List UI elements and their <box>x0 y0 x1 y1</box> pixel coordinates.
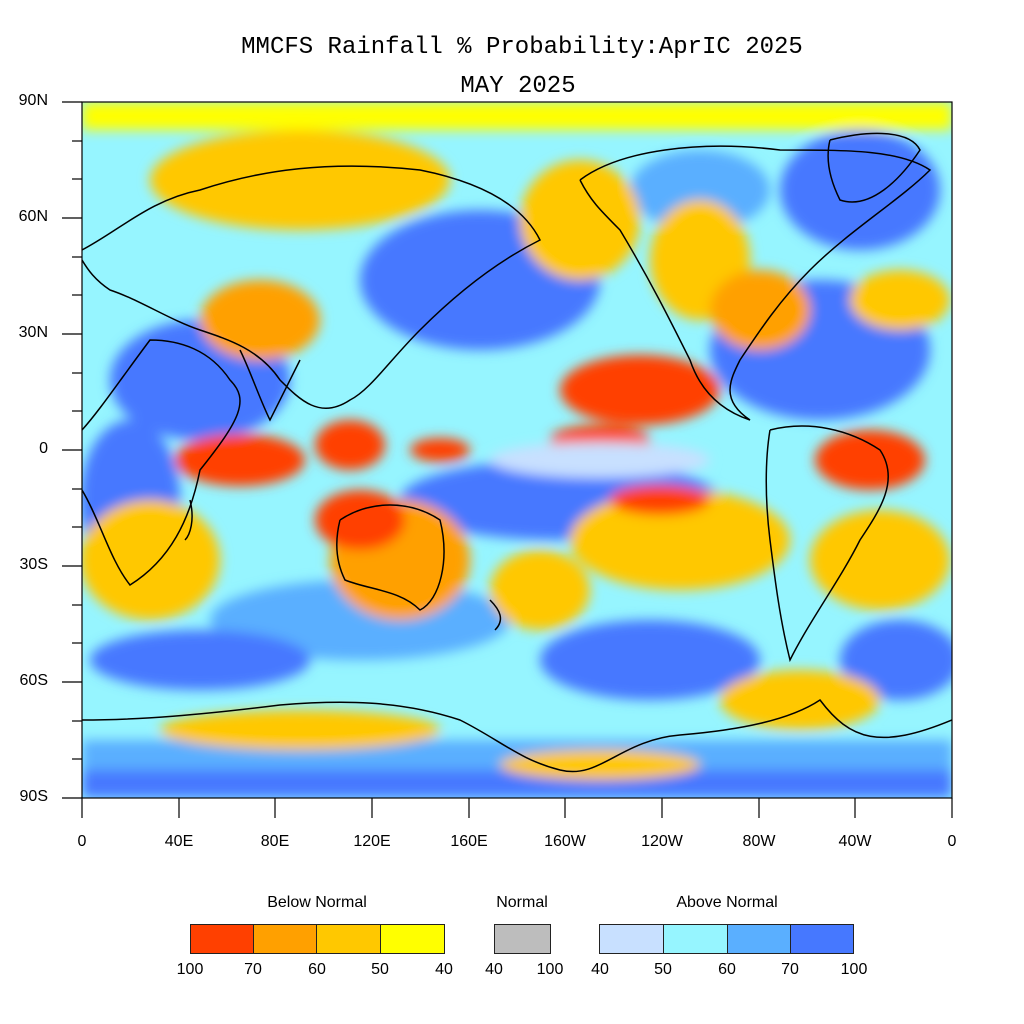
y-tick-label: 0 <box>39 440 48 457</box>
legend-value: 50 <box>371 961 389 978</box>
x-tick-label: 0 <box>77 833 87 850</box>
legend-value: 60 <box>308 961 326 978</box>
legend-value: 40 <box>435 961 453 978</box>
legend-above-title: Above Normal <box>676 894 778 911</box>
x-tick-label: 120W <box>641 833 683 850</box>
legend-swatch-above-60-70 <box>727 924 791 954</box>
legend-value: 70 <box>781 961 799 978</box>
x-tick-label: 120E <box>353 833 391 850</box>
x-tick-label: 40E <box>164 833 194 850</box>
legend-swatch-below-60-70 <box>253 924 317 954</box>
legend-swatch-below-70-100 <box>190 924 254 954</box>
legend-value: 100 <box>536 961 564 978</box>
legend-swatch-normal <box>494 924 551 954</box>
legend-swatch-above-70-100 <box>790 924 854 954</box>
x-tick-label: 0 <box>947 833 957 850</box>
y-axis-ticks <box>62 101 82 799</box>
legend-value: 40 <box>591 961 609 978</box>
y-tick-label: 60S <box>19 672 48 689</box>
y-tick-label: 90N <box>18 92 48 109</box>
coastlines <box>82 132 952 773</box>
y-tick-label: 60N <box>18 208 48 225</box>
legend-value: 70 <box>244 961 262 978</box>
legend-value: 40 <box>485 961 503 978</box>
y-tick-label: 90S <box>19 788 48 805</box>
legend-swatch-below-50-60 <box>316 924 381 954</box>
legend-value: 100 <box>176 961 204 978</box>
legend-swatch-above-40-50 <box>599 924 664 954</box>
probability-field <box>82 102 952 798</box>
legend-value: 60 <box>718 961 736 978</box>
y-tick-label: 30N <box>18 324 48 341</box>
legend-normal-title: Normal <box>496 894 548 911</box>
x-tick-label: 40W <box>838 833 872 850</box>
legend-value: 100 <box>840 961 868 978</box>
y-tick-label: 30S <box>19 556 48 573</box>
x-tick-label: 80E <box>260 833 290 850</box>
x-tick-label: 160E <box>450 833 488 850</box>
x-axis-ticks <box>81 798 953 818</box>
x-tick-label: 80W <box>742 833 776 850</box>
map-title: MMCFS Rainfall % Probability:AprIC 2025 <box>241 34 803 61</box>
legend-swatch-above-50-60 <box>663 924 728 954</box>
legend-below-title: Below Normal <box>267 894 367 911</box>
map-subtitle: MAY 2025 <box>460 73 576 100</box>
x-tick-label: 160W <box>544 833 586 850</box>
legend-value: 50 <box>654 961 672 978</box>
legend-swatch-below-40-50 <box>380 924 445 954</box>
